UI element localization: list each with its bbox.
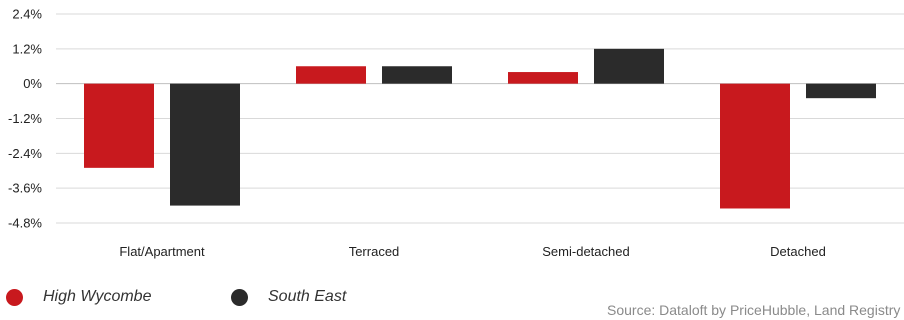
y-tick-label: 2.4% <box>12 7 42 22</box>
x-category-label: Semi-detached <box>542 244 629 259</box>
y-tick-label: -3.6% <box>8 181 42 196</box>
legend-label-high-wycombe: High Wycombe <box>43 288 152 305</box>
legend-item-south-east: South East <box>231 288 346 306</box>
bar-south-east-flat-apartment <box>170 83 240 206</box>
bar-high-wycombe-flat-apartment <box>84 83 154 168</box>
y-tick-label: 1.2% <box>12 41 42 56</box>
bar-south-east-semi-detached <box>594 48 664 84</box>
y-tick-label: -1.2% <box>8 111 42 126</box>
bar-south-east-terraced <box>382 66 452 84</box>
legend-swatch-high-wycombe <box>6 288 23 306</box>
x-axis-category-labels: Flat/Apartment Terraced Semi-detached Detac… <box>119 244 825 259</box>
bar-high-wycombe-detached <box>720 83 790 209</box>
x-category-label: Terraced <box>349 244 400 259</box>
y-tick-label: 0% <box>23 76 42 91</box>
bar-high-wycombe-terraced <box>296 66 366 84</box>
x-category-label: Detached <box>770 244 826 259</box>
legend-label-south-east: South East <box>268 288 347 305</box>
y-tick-label: -2.4% <box>8 146 42 161</box>
legend-swatch-south-east <box>231 288 248 306</box>
bars <box>84 48 876 209</box>
x-category-label: Flat/Apartment <box>119 244 205 259</box>
y-tick-label: -4.8% <box>8 216 42 231</box>
bar-south-east-detached <box>806 83 876 99</box>
bar-chart: 2.4% 1.2% 0% -1.2% -2.4% -3.6% -4.8% Flat/Apar… <box>8 7 904 259</box>
source-note: Source: Dataloft by PriceHubble, Land Re… <box>607 302 901 318</box>
legend-item-high-wycombe: High Wycombe <box>6 288 151 306</box>
bar-high-wycombe-semi-detached <box>508 72 578 84</box>
y-axis-tick-labels: 2.4% 1.2% 0% -1.2% -2.4% -3.6% -4.8% <box>8 7 42 231</box>
